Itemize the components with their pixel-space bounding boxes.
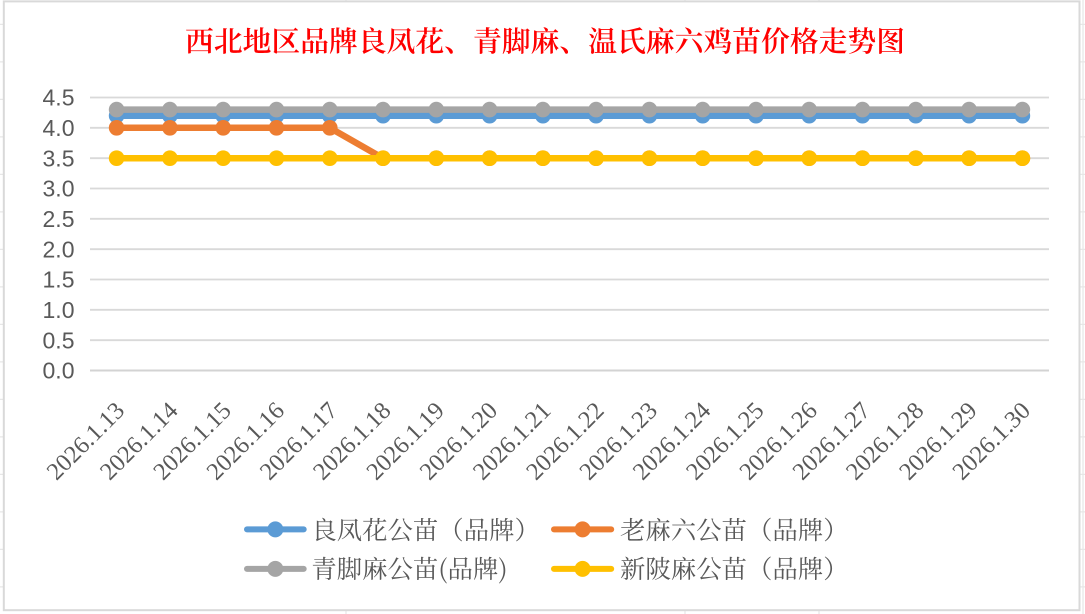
svg-text:0.0: 0.0	[43, 358, 75, 384]
svg-text:3.0: 3.0	[43, 176, 75, 202]
svg-text:2.5: 2.5	[43, 206, 75, 232]
svg-text:2.0: 2.0	[43, 236, 75, 262]
svg-text:4.0: 4.0	[43, 115, 75, 141]
svg-text:0.5: 0.5	[43, 327, 75, 353]
svg-text:4.5: 4.5	[43, 85, 75, 111]
svg-text:1.0: 1.0	[43, 297, 75, 323]
svg-text:1.5: 1.5	[43, 267, 75, 293]
svg-text:3.5: 3.5	[43, 145, 75, 171]
